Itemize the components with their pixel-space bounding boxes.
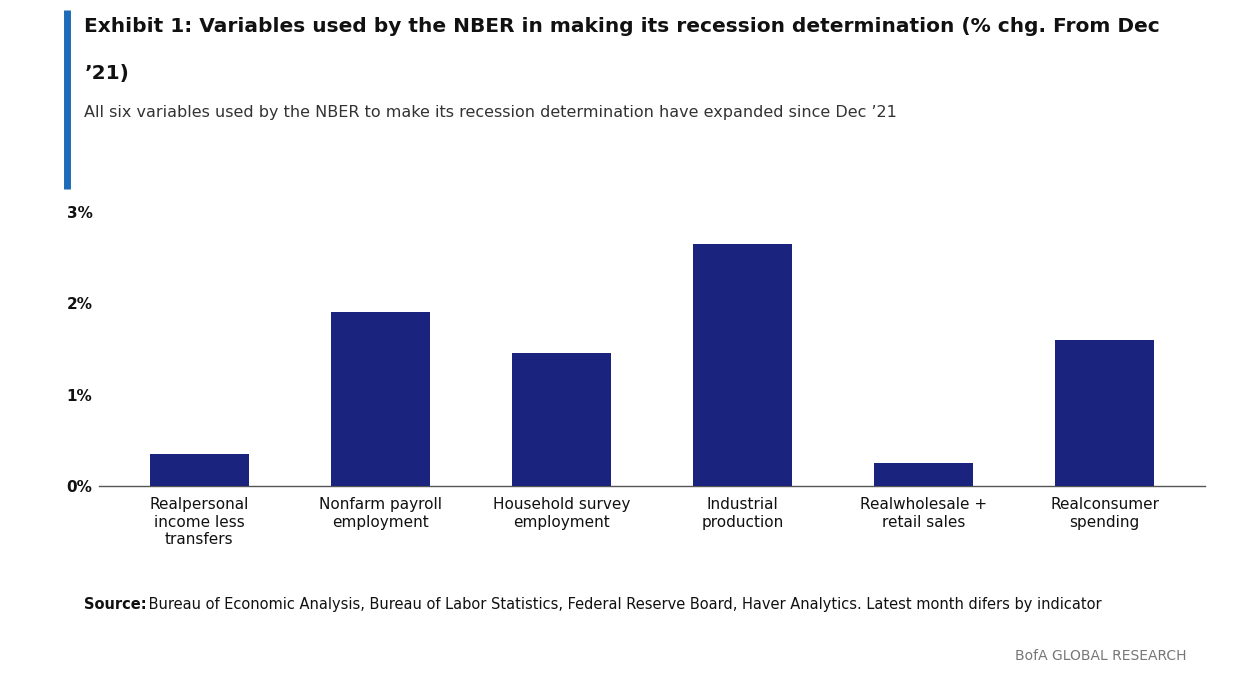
Bar	[149, 454, 250, 486]
Text: BofA GLOBAL RESEARCH: BofA GLOBAL RESEARCH	[1015, 649, 1186, 664]
Text: All six variables used by the NBER to make its recession determination have expa: All six variables used by the NBER to ma…	[84, 105, 897, 119]
Bar	[1054, 340, 1155, 486]
Text: Bureau of Economic Analysis, Bureau of Labor Statistics, Federal Reserve Board, : Bureau of Economic Analysis, Bureau of L…	[144, 597, 1102, 612]
Bar	[693, 244, 792, 486]
Bar	[874, 463, 974, 486]
Text: Source:: Source:	[84, 597, 147, 612]
Bar	[330, 313, 430, 486]
Text: ’21): ’21)	[84, 64, 129, 83]
Bar	[512, 354, 611, 486]
Text: Exhibit 1: Variables used by the NBER in making its recession determination (% c: Exhibit 1: Variables used by the NBER in…	[84, 17, 1160, 36]
